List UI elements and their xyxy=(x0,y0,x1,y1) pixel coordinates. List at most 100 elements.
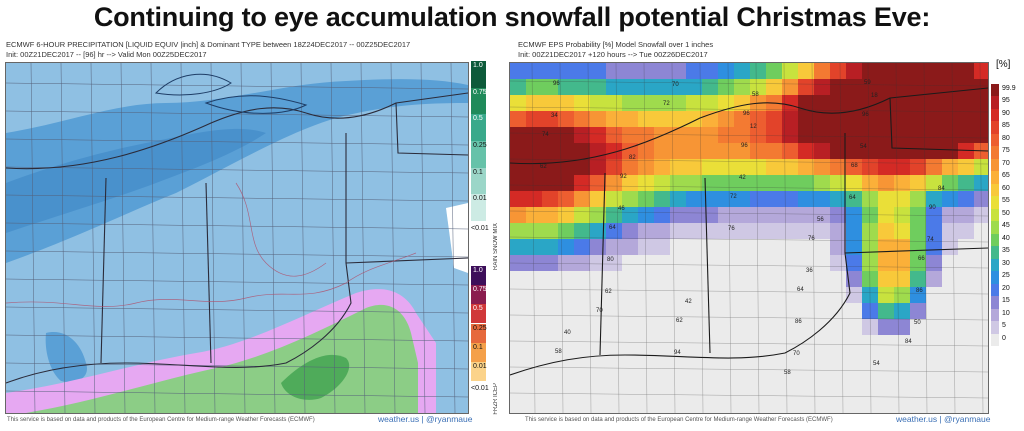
probability-cell xyxy=(654,63,670,79)
probability-legend-label: 20 xyxy=(1002,284,1010,292)
probability-cell xyxy=(878,223,894,239)
probability-legend-unit: [%] xyxy=(996,59,1011,70)
probability-cell xyxy=(910,191,926,207)
probability-cell xyxy=(782,351,798,367)
probability-cell xyxy=(718,319,734,335)
probability-cell xyxy=(926,303,942,319)
probability-cell xyxy=(942,255,958,271)
probability-cell xyxy=(974,351,988,367)
probability-cell xyxy=(558,95,574,111)
probability-cell xyxy=(766,175,782,191)
probability-cell xyxy=(718,351,734,367)
probability-cell xyxy=(830,271,846,287)
probability-legend-label: 70 xyxy=(1002,159,1010,167)
right-map-brand[interactable]: weather.us | @ryanmaue xyxy=(896,414,991,424)
probability-cell xyxy=(702,207,718,223)
probability-legend-swatch xyxy=(991,283,999,297)
probability-cell xyxy=(622,175,638,191)
probability-cell xyxy=(606,127,622,143)
snow-legend-label: 0.75 xyxy=(473,88,487,96)
probability-cell xyxy=(606,175,622,191)
probability-cell xyxy=(734,111,750,127)
probability-cell xyxy=(558,111,574,127)
probability-cell xyxy=(718,255,734,271)
probability-cell xyxy=(974,95,988,111)
probability-cell xyxy=(718,191,734,207)
probability-cell xyxy=(510,111,526,127)
probability-cell xyxy=(862,207,878,223)
probability-cell xyxy=(542,95,558,111)
probability-cell xyxy=(686,271,702,287)
probability-point-label: 64 xyxy=(797,287,804,293)
probability-cell xyxy=(622,319,638,335)
probability-cell xyxy=(686,111,702,127)
probability-cell xyxy=(526,95,542,111)
probability-cell xyxy=(894,335,910,351)
probability-cell xyxy=(510,271,526,287)
probability-cell xyxy=(910,335,926,351)
probability-cell xyxy=(590,63,606,79)
probability-cell xyxy=(638,319,654,335)
probability-cell xyxy=(862,191,878,207)
probability-cell xyxy=(654,79,670,95)
probability-legend-label: 10 xyxy=(1002,309,1010,317)
left-map-brand[interactable]: weather.us | @ryanmaue xyxy=(378,414,473,424)
probability-cell xyxy=(750,63,766,79)
probability-cell xyxy=(942,63,958,79)
probability-cell xyxy=(750,111,766,127)
probability-cell xyxy=(910,159,926,175)
probability-cell xyxy=(734,239,750,255)
probability-cell xyxy=(830,383,846,399)
probability-cell xyxy=(734,79,750,95)
probability-cell xyxy=(782,399,798,413)
probability-cell xyxy=(942,239,958,255)
probability-cell xyxy=(894,239,910,255)
probability-cell xyxy=(862,223,878,239)
probability-cell xyxy=(542,143,558,159)
probability-cell xyxy=(622,367,638,383)
snow-legend-label: 0.25 xyxy=(473,142,487,149)
probability-cell xyxy=(958,255,974,271)
probability-cell xyxy=(670,175,686,191)
probability-cell xyxy=(750,239,766,255)
probability-point-label: 62 xyxy=(605,289,612,295)
probability-cell xyxy=(814,367,830,383)
probability-cell xyxy=(766,79,782,95)
probability-cell xyxy=(878,303,894,319)
probability-point-label: 70 xyxy=(672,82,679,88)
probability-cell xyxy=(734,319,750,335)
probability-cell xyxy=(654,319,670,335)
probability-legend-label: 30 xyxy=(1002,259,1010,267)
probability-cell xyxy=(686,175,702,191)
probability-cell xyxy=(862,335,878,351)
probability-cell xyxy=(926,255,942,271)
probability-cell xyxy=(558,367,574,383)
probability-cell xyxy=(702,95,718,111)
probability-cell xyxy=(558,383,574,399)
probability-cell xyxy=(670,399,686,413)
probability-cell xyxy=(910,95,926,111)
probability-cell xyxy=(558,239,574,255)
probability-legend-label: 85 xyxy=(1002,122,1010,130)
probability-cell xyxy=(798,191,814,207)
probability-cell xyxy=(510,159,526,175)
probability-point-label: 72 xyxy=(663,101,670,107)
probability-cell xyxy=(654,255,670,271)
probability-cell xyxy=(542,79,558,95)
probability-cell xyxy=(702,303,718,319)
probability-cell xyxy=(830,255,846,271)
probability-cell xyxy=(814,207,830,223)
probability-cell xyxy=(846,175,862,191)
probability-cell xyxy=(846,351,862,367)
probability-legend-label: 95 xyxy=(1002,97,1010,105)
probability-cell xyxy=(686,159,702,175)
probability-cell xyxy=(974,63,988,79)
probability-cell xyxy=(542,399,558,413)
probability-cell xyxy=(798,303,814,319)
probability-cell xyxy=(766,127,782,143)
probability-cell xyxy=(894,383,910,399)
probability-cell xyxy=(590,351,606,367)
probability-cell xyxy=(638,335,654,351)
snow-legend-swatch xyxy=(471,61,486,88)
probability-cell xyxy=(654,383,670,399)
